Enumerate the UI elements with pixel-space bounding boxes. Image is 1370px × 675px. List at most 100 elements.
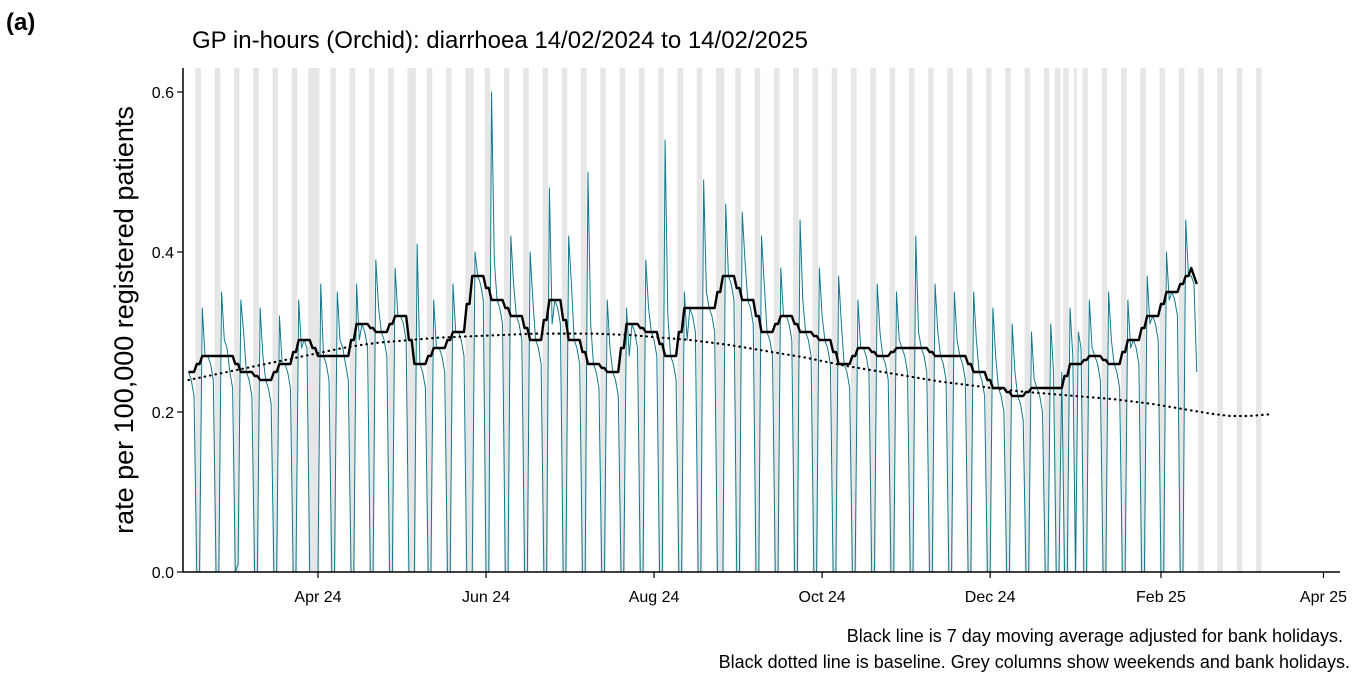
shaded-day (834, 68, 838, 572)
shaded-day (256, 68, 259, 572)
shaded-day (1239, 68, 1243, 572)
series-line (187, 332, 1270, 418)
shaded-day (313, 68, 317, 572)
shaded-day (1198, 68, 1201, 572)
shaded-day (1024, 68, 1028, 572)
shaded-day (407, 68, 411, 572)
shaded-day (851, 68, 854, 572)
shaded-day (658, 68, 661, 572)
shaded-day (1159, 68, 1163, 572)
shaded-day (333, 68, 336, 572)
shaded-day (1236, 68, 1240, 572)
shaded-day (1027, 68, 1031, 572)
shaded-day (1057, 68, 1061, 572)
shaded-day (446, 68, 449, 572)
shaded-day (638, 68, 642, 572)
shaded-day (1181, 68, 1185, 572)
shaded-day (696, 68, 700, 572)
shaded-day (1065, 68, 1069, 572)
shaded-day (600, 68, 604, 572)
footnote: Black line is 7 day moving average adjus… (847, 626, 1343, 646)
shaded-day (523, 68, 526, 572)
shaded-day (217, 68, 221, 572)
shaded-day (1178, 68, 1182, 572)
shaded-day (388, 68, 391, 572)
shaded-day (892, 68, 896, 572)
shaded-day (1074, 68, 1077, 572)
shaded-day (236, 68, 240, 572)
shaded-day (308, 68, 312, 572)
shaded-day (1143, 68, 1146, 572)
shaded-day (853, 68, 857, 572)
shaded-day (195, 68, 199, 572)
shaded-day (214, 68, 218, 572)
shaded-day (1140, 68, 1144, 572)
shaded-day (1217, 68, 1221, 572)
chart-title: GP in-hours (Orchid): diarrhoea 14/02/20… (192, 27, 808, 54)
shaded-day (1046, 68, 1050, 572)
shaded-day (503, 68, 507, 572)
shaded-day (487, 68, 491, 572)
shaded-day (272, 68, 276, 572)
shaded-day (911, 68, 915, 572)
shaded-day (950, 68, 953, 572)
shaded-day (738, 68, 741, 572)
shaded-day (776, 68, 780, 572)
shaded-day (1043, 68, 1047, 572)
shaded-day (603, 68, 606, 572)
shaded-day (468, 68, 471, 572)
shaded-day (947, 68, 951, 572)
shaded-day (253, 68, 257, 572)
y-tick-label: 0.2 (152, 405, 174, 422)
shaded-day (1255, 68, 1259, 572)
shaded-day (352, 68, 356, 572)
shaded-day (275, 68, 279, 572)
y-tick-label: 0.4 (152, 245, 174, 262)
shaded-day (426, 68, 430, 572)
shaded-day (1120, 68, 1124, 572)
shaded-day (622, 68, 626, 572)
x-tick-label: Apr 25 (1300, 589, 1347, 606)
shaded-day (812, 68, 816, 572)
shaded-day (1054, 68, 1058, 572)
shaded-day (716, 68, 719, 572)
shaded-day (410, 68, 414, 572)
shaded-day (660, 68, 664, 572)
y-axis-label: rate per 100,000 registered patients (109, 106, 139, 534)
axes: Apr 24 Jun 24 Aug 24 Oct 24 Dec 24 Feb 25 Apr … (152, 68, 1347, 606)
shaded-day (581, 68, 584, 572)
shaded-day (316, 68, 320, 572)
shaded-day (1005, 68, 1009, 572)
shaded-day (1082, 68, 1086, 572)
shaded-day (525, 68, 529, 572)
shaded-day (1104, 68, 1108, 572)
x-tick-label: Jun 24 (462, 589, 510, 606)
shaded-day (1258, 68, 1262, 572)
shaded-day (988, 68, 992, 572)
shaded-day (429, 68, 433, 572)
shaded-day (718, 68, 722, 572)
shaded-day (831, 68, 835, 572)
shaded-day (448, 68, 452, 572)
shaded-day (795, 68, 799, 572)
shaded-day (680, 68, 683, 572)
shaded-day (1085, 68, 1088, 572)
shaded-day (291, 68, 295, 572)
shaded-day (368, 68, 372, 572)
shaded-day (390, 68, 394, 572)
shaded-day (1123, 68, 1127, 572)
shaded-day (470, 68, 474, 572)
shaded-day (583, 68, 587, 572)
shaded-day (986, 68, 989, 572)
shaded-day (699, 68, 703, 572)
shaded-day (815, 68, 818, 572)
footnote: Black dotted line is baseline. Grey colu… (719, 652, 1350, 672)
panel-label: (a) (6, 9, 35, 36)
shaded-day (413, 68, 416, 572)
shaded-day (233, 68, 237, 572)
shaded-day (641, 68, 645, 572)
shaded-day (677, 68, 681, 572)
x-tick-label: Dec 24 (965, 589, 1016, 606)
shaded-day (1063, 68, 1066, 572)
